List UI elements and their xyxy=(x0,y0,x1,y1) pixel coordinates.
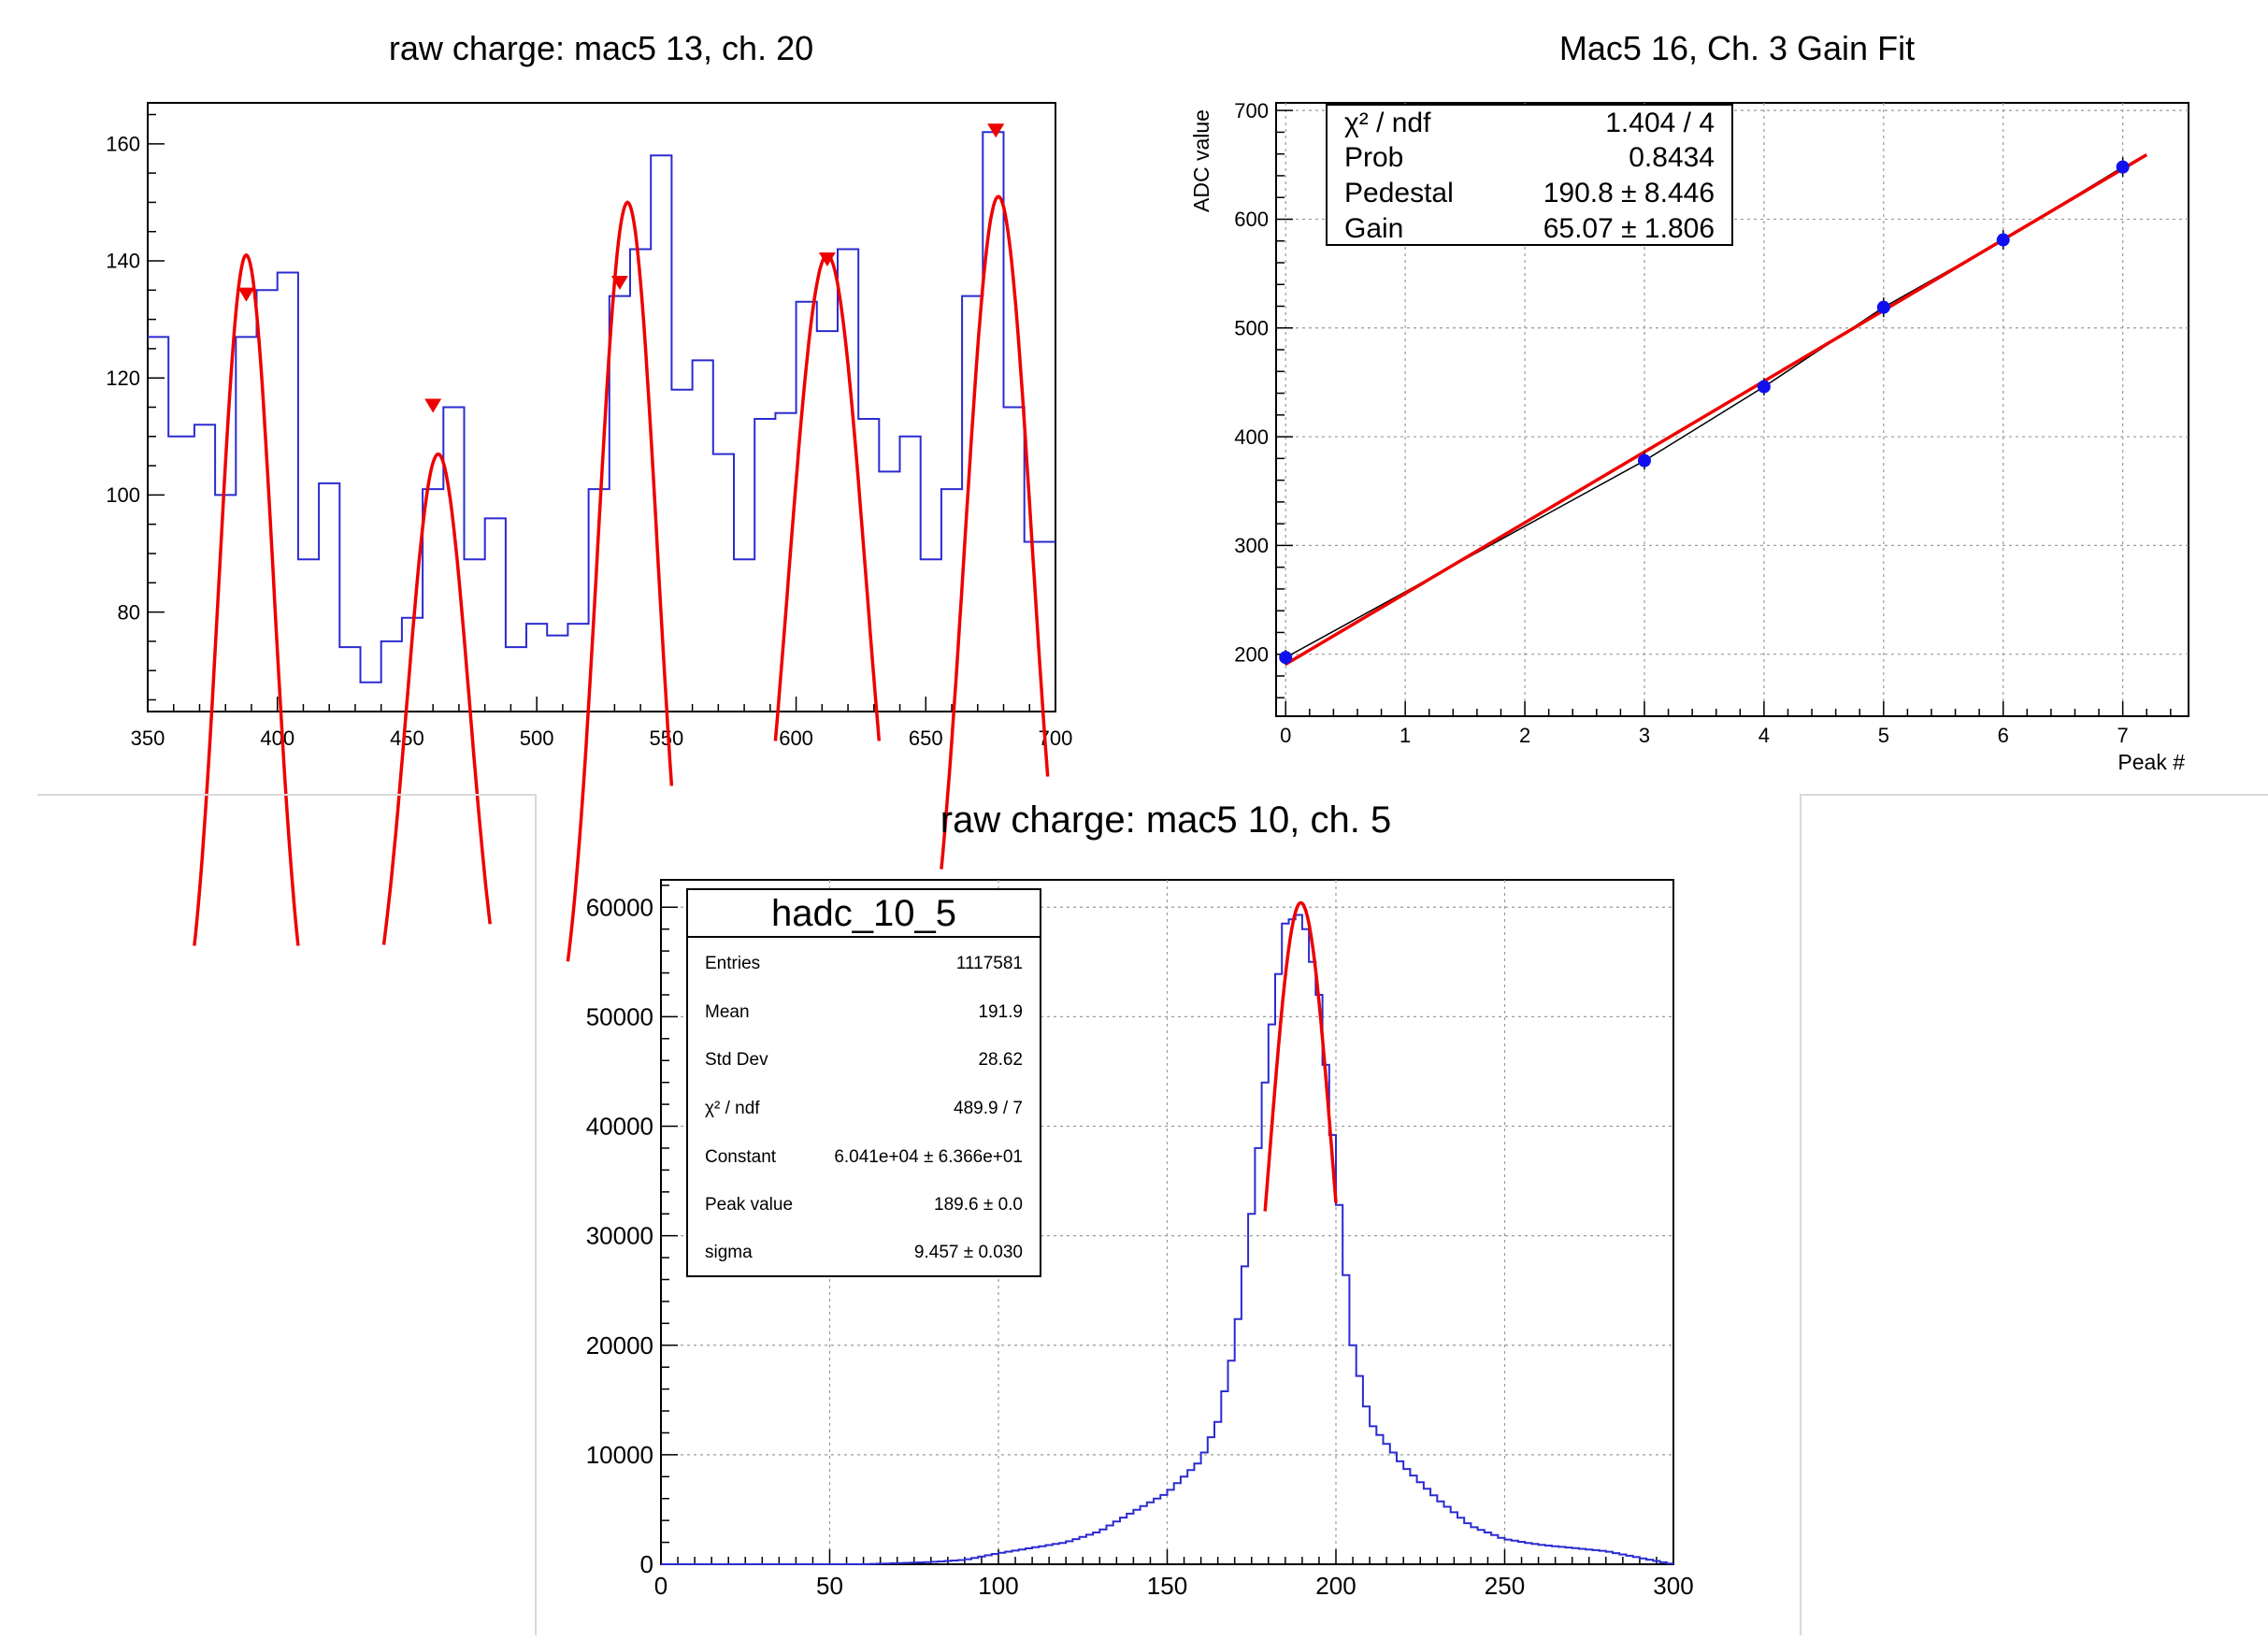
chart1-peak-marker xyxy=(424,398,442,413)
chart3-ytick-label: 40000 xyxy=(586,1113,653,1141)
chart3-stats-label: Entries xyxy=(705,954,760,973)
chart1-fit-curve xyxy=(193,252,300,946)
chart1-title: raw charge: mac5 13, ch. 20 xyxy=(389,29,813,67)
chart2-title: Mac5 16, Ch. 3 Gain Fit xyxy=(1559,29,1915,67)
chart3-stats-value: 6.041e+04 ± 6.366e+01 xyxy=(834,1147,1023,1167)
chart2-stats-label: Prob xyxy=(1344,142,1403,173)
chart1-peak-marker xyxy=(237,287,255,302)
chart1-ytick-label: 160 xyxy=(106,133,140,156)
chart3-stats-label: χ² / ndf xyxy=(705,1099,760,1118)
chart3-histogram xyxy=(661,914,1673,1565)
chart3-stats-value: 9.457 ± 0.030 xyxy=(914,1243,1023,1262)
chart2-stats-label: χ² / ndf xyxy=(1344,108,1431,138)
chart2-stats-value: 190.8 ± 8.446 xyxy=(1543,178,1715,209)
chart1-xtick-label: 650 xyxy=(909,726,943,750)
chart1-fit-curve xyxy=(773,252,882,741)
chart3-stats-box: hadc_10_5 Entries 1117581 Mean 191.9 Std… xyxy=(686,888,1041,1277)
chart3-stats-value: 1117581 xyxy=(956,954,1023,973)
chart2-stats-value: 0.8434 xyxy=(1629,142,1715,173)
chart1-xtick-label: 600 xyxy=(779,726,813,750)
chart2-stats-box: χ² / ndf 1.404 / 4 Prob 0.8434 Pedestal … xyxy=(1326,104,1733,246)
chart2-xtick-label: 1 xyxy=(1400,724,1411,747)
chart1-xtick-label: 450 xyxy=(390,726,424,750)
chart2-stats-label: Gain xyxy=(1344,213,1403,244)
chart3-plot: 0 50 100 150 200 250 300 0 10000 20000 30000 40000 5… xyxy=(586,880,1694,1600)
chart2-xtick-label: 3 xyxy=(1639,724,1650,747)
chart2-ytick-label: 200 xyxy=(1234,642,1269,666)
chart3-stats-value: 191.9 xyxy=(978,1002,1023,1022)
chart3-stats-label: Mean xyxy=(705,1002,750,1022)
chart2-ytick-label: 500 xyxy=(1234,316,1269,339)
separator-line xyxy=(1800,794,1801,1635)
chart3-xtick-label: 150 xyxy=(1147,1572,1187,1600)
chart2-stats-label: Pedestal xyxy=(1344,178,1454,209)
chart3-xtick-label: 50 xyxy=(816,1572,843,1600)
chart2-ytick-label: 600 xyxy=(1234,208,1269,231)
chart1-ytick-label: 100 xyxy=(106,483,140,507)
chart1-peak-marker xyxy=(610,276,628,291)
chart3-xtick-label: 200 xyxy=(1315,1572,1356,1600)
chart1-ytick-label: 80 xyxy=(118,600,140,624)
chart3-ytick-label: 0 xyxy=(640,1550,653,1578)
chart3-stats-value: 189.6 ± 0.0 xyxy=(934,1195,1023,1215)
chart3-ytick-label: 30000 xyxy=(586,1222,653,1250)
chart2-frame xyxy=(1275,102,2189,717)
separator-line xyxy=(535,794,537,1635)
chart1-xtick-label: 400 xyxy=(260,726,294,750)
separator-line xyxy=(37,794,537,796)
chart2-xtick-label: 0 xyxy=(1280,724,1291,747)
chart2-stats-value: 1.404 / 4 xyxy=(1605,108,1715,138)
chart1-fit-curve xyxy=(566,200,674,962)
chart3-ytick-label: 20000 xyxy=(586,1331,653,1359)
chart1-ytick-label: 120 xyxy=(106,367,140,390)
chart3-stats-label: Std Dev xyxy=(705,1050,768,1070)
chart3-stats-value: 28.62 xyxy=(978,1050,1023,1070)
chart2-xtick-label: 2 xyxy=(1519,724,1530,747)
chart1-fit-curve xyxy=(381,452,492,945)
chart1-peak-marker xyxy=(987,123,1005,138)
chart1-peak-marker xyxy=(818,252,836,267)
chart2-xtick-label: 4 xyxy=(1758,724,1770,747)
chart3-xtick-label: 250 xyxy=(1485,1572,1525,1600)
chart2-ylabel: ADC value xyxy=(1189,109,1213,212)
chart2-plot: 0 1 2 3 4 5 6 7 200 300 400 500 600 700 xyxy=(1234,99,2189,747)
chart3-stats-label: sigma xyxy=(705,1243,753,1262)
chart2-data-point xyxy=(1637,453,1651,468)
chart1-ytick-label: 140 xyxy=(106,250,140,273)
chart3-ytick-label: 50000 xyxy=(586,1003,653,1031)
chart2-ytick-label: 400 xyxy=(1234,425,1269,449)
chart2-ytick-label: 700 xyxy=(1234,99,1269,122)
chart1-xtick-label: 500 xyxy=(520,726,554,750)
chart3-stats-label: Peak value xyxy=(705,1195,793,1215)
chart2-data-point xyxy=(2116,160,2130,174)
chart2-data-point xyxy=(1757,380,1771,394)
chart1-frame xyxy=(147,102,1056,712)
chart2-data-point xyxy=(1996,233,2010,247)
chart3-xtick-label: 0 xyxy=(654,1572,667,1600)
chart3-title: raw charge: mac5 10, ch. 5 xyxy=(940,799,1391,841)
chart3-ytick-label: 10000 xyxy=(586,1441,653,1469)
chart2-ytick-label: 300 xyxy=(1234,534,1269,557)
chart2-xtick-label: 5 xyxy=(1878,724,1889,747)
chart3-stats-name: hadc_10_5 xyxy=(771,893,956,934)
chart1-xtick-label: 350 xyxy=(131,726,165,750)
chart2-xtick-label: 6 xyxy=(1998,724,2009,747)
chart3-xtick-label: 300 xyxy=(1653,1572,1693,1600)
chart2-stats-value: 65.07 ± 1.806 xyxy=(1543,213,1715,244)
chart2-data-point xyxy=(1876,300,1890,314)
chart1-histogram xyxy=(148,131,1055,683)
chart3-stats-label: Constant xyxy=(705,1147,777,1167)
chart3-xtick-label: 100 xyxy=(978,1572,1018,1600)
chart3-ytick-label: 60000 xyxy=(586,893,653,921)
separator-line xyxy=(1800,794,2268,796)
chart3-fit-curve xyxy=(1263,900,1338,1212)
chart2-xlabel: Peak # xyxy=(2117,750,2185,774)
chart2-data-point xyxy=(1279,651,1293,665)
chart1-fit-curve xyxy=(940,194,1050,870)
chart2-xtick-label: 7 xyxy=(2117,724,2129,747)
chart3-stats-value: 489.9 / 7 xyxy=(954,1099,1023,1118)
